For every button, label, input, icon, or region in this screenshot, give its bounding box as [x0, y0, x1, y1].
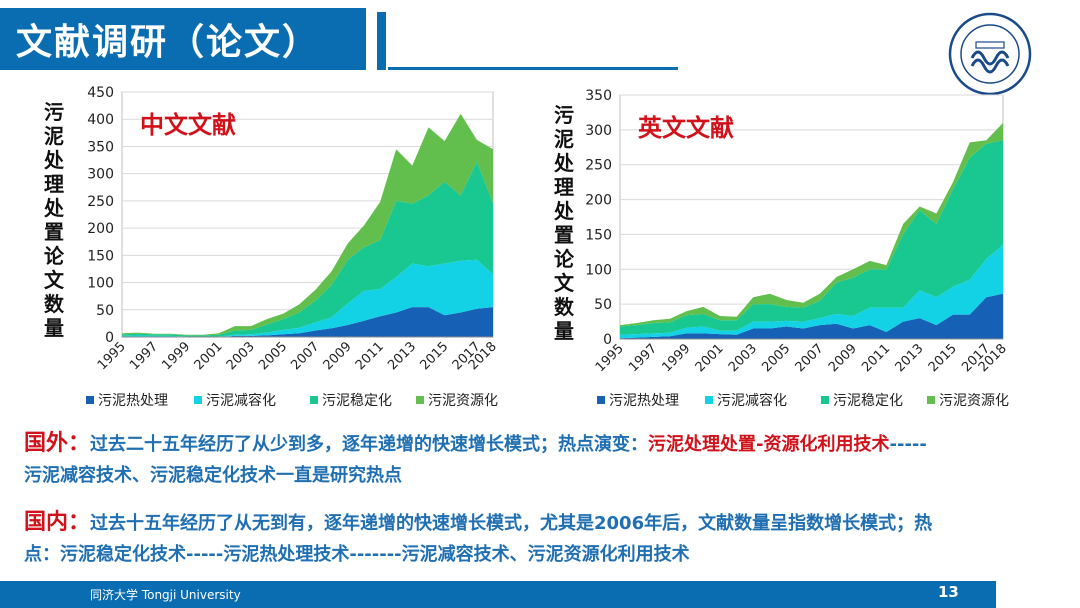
foreign-summary: 国外：过去二十五年经历了从少到多，逐年递增的快速增长模式；热点演变：污泥处理处置…: [24, 428, 1064, 491]
foreign-highlight: 污泥处理处置-资源化利用技术: [648, 434, 890, 455]
y-tick-label: 0: [603, 332, 612, 348]
x-tick-label: 2001: [693, 341, 727, 375]
legend-item: 污泥减容化: [705, 390, 787, 410]
y-tick-label: 0: [105, 330, 114, 346]
chart1-legend: 污泥热处理 污泥减容化 污泥稳定化 污泥资源化: [86, 390, 516, 410]
chart1-ylabel: 污泥处理处置论文数量: [44, 100, 64, 340]
y-tick-label: 150: [585, 227, 612, 243]
chart-title: 英文文献: [638, 114, 734, 142]
legend-swatch: [86, 396, 94, 404]
chart2-ylabel: 污泥处理处置论文数量: [554, 103, 574, 343]
area-series-4: [122, 113, 493, 336]
legend-item: 污泥减容化: [194, 390, 276, 410]
title-bar: [0, 8, 366, 70]
x-tick-label: 2011: [859, 341, 893, 375]
foreign-heading: 国外：: [24, 431, 91, 456]
foreign-text: 过去二十五年经历了从少到多，逐年递增的快速增长模式；热点演变：: [90, 434, 649, 455]
legend-label: 污泥热处理: [609, 393, 679, 409]
x-tick-label: 2007: [793, 341, 827, 375]
x-tick-label: 1997: [626, 341, 660, 375]
legend-label: 污泥稳定化: [833, 393, 903, 409]
x-tick-label: 2013: [893, 341, 927, 375]
x-tick-label: 2009: [826, 341, 860, 375]
y-tick-label: 300: [585, 123, 612, 139]
y-tick-label: 300: [87, 167, 114, 183]
foreign-line2: 污泥减容技术、污泥稳定化技术一直是研究热点: [24, 465, 402, 486]
area-series-3: [122, 161, 493, 337]
legend-label: 污泥减容化: [717, 393, 787, 409]
legend-swatch: [705, 396, 713, 404]
legend-swatch: [194, 396, 202, 404]
legend-item: 污泥热处理: [86, 390, 168, 410]
x-tick-label: 2005: [759, 341, 793, 375]
legend-item: 污泥资源化: [416, 390, 498, 410]
domestic-line2: 点：污泥稳定化技术-----污泥热处理技术-------污泥减容技术、污泥资源化…: [24, 544, 690, 565]
x-tick-label: 1995: [593, 341, 627, 375]
y-tick-label: 100: [87, 276, 114, 292]
area-series-2: [122, 259, 493, 337]
y-tick-label: 350: [585, 88, 612, 104]
y-tick-label: 400: [87, 112, 114, 128]
area-series-2: [620, 244, 1003, 339]
x-tick-label: 1999: [659, 341, 693, 375]
legend-swatch: [821, 396, 829, 404]
chart2-legend: 污泥热处理 污泥减容化 污泥稳定化 污泥资源化: [597, 390, 1037, 410]
y-tick-label: 350: [87, 139, 114, 155]
area-series-1: [620, 293, 1003, 339]
foreign-dashes: -----: [889, 434, 927, 455]
legend-item: 污泥热处理: [597, 390, 679, 410]
footer-text: 同济大学 Tongji University: [90, 588, 241, 602]
y-tick-label: 250: [87, 194, 114, 210]
legend-swatch: [416, 396, 424, 404]
page-number: 13: [938, 583, 959, 601]
legend-item: 污泥稳定化: [821, 390, 903, 410]
y-tick-label: 50: [96, 303, 114, 319]
legend-item: 污泥资源化: [927, 390, 1009, 410]
legend-label: 污泥减容化: [206, 393, 276, 409]
x-tick-label: 2015: [926, 341, 960, 375]
page-title: 文献调研（论文）: [16, 22, 321, 63]
legend-swatch: [927, 396, 935, 404]
y-tick-label: 100: [585, 262, 612, 278]
chart-title: 中文文献: [140, 111, 236, 139]
domestic-heading: 国内：: [24, 510, 91, 535]
y-tick-label: 200: [585, 193, 612, 209]
footer-bar: [0, 581, 996, 608]
legend-label: 污泥稳定化: [322, 393, 392, 409]
y-tick-label: 150: [87, 248, 114, 264]
legend-swatch: [310, 396, 318, 404]
x-tick-label: 2003: [726, 341, 760, 375]
y-tick-label: 250: [585, 158, 612, 174]
area-series-1: [122, 307, 493, 337]
domestic-text: 过去十五年经历了从无到有，逐年递增的快速增长模式，尤其是2006年后，文献数量呈…: [90, 513, 933, 534]
y-tick-label: 450: [87, 85, 114, 101]
legend-label: 污泥资源化: [939, 393, 1009, 409]
domestic-summary: 国内：过去十五年经历了从无到有，逐年递增的快速增长模式，尤其是2006年后，文献…: [24, 507, 1064, 570]
tongji-logo-icon: [948, 12, 1032, 96]
legend-swatch: [597, 396, 605, 404]
legend-label: 污泥热处理: [98, 393, 168, 409]
y-tick-label: 50: [594, 297, 612, 313]
legend-item: 污泥稳定化: [310, 390, 392, 410]
title-underline: [388, 67, 678, 70]
legend-label: 污泥资源化: [428, 393, 498, 409]
y-tick-label: 200: [87, 221, 114, 237]
area-series-3: [620, 140, 1003, 335]
title-separator: [377, 12, 386, 70]
